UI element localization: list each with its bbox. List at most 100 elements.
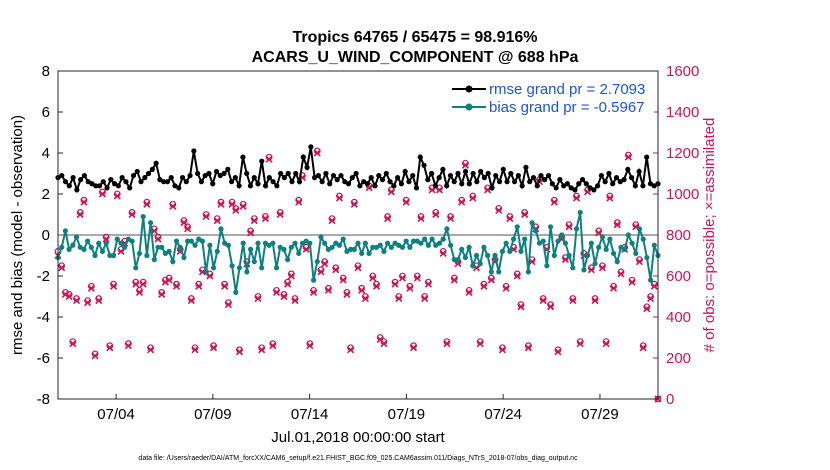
obs-assimilated-stroke bbox=[306, 342, 314, 350]
series-point-rmse bbox=[187, 172, 193, 179]
obs-assimilated-stroke bbox=[372, 282, 381, 290]
y-right-tick-label: 400 bbox=[666, 309, 691, 326]
obs-assimilated-marker bbox=[113, 192, 121, 200]
obs-assimilated-stroke bbox=[154, 235, 162, 243]
obs-assimilated-stroke bbox=[469, 194, 477, 202]
series-point-rmse bbox=[444, 183, 450, 189]
series-point-bias bbox=[210, 265, 217, 271]
obs-assimilated-stroke bbox=[321, 260, 329, 268]
series-point-bias bbox=[636, 226, 643, 232]
y-right-tick-label: 1200 bbox=[666, 145, 699, 162]
x-tick-label: 07/29 bbox=[581, 406, 619, 423]
series-point-rmse bbox=[62, 179, 69, 185]
obs-assimilated-stroke bbox=[72, 297, 81, 305]
obs-assimilated-marker bbox=[550, 198, 558, 206]
series-point-bias bbox=[288, 244, 294, 250]
obs-assimilated-marker bbox=[443, 340, 451, 348]
series-point-rmse bbox=[96, 183, 103, 189]
series-point-rmse bbox=[74, 187, 80, 193]
obs-assimilated-marker bbox=[124, 342, 132, 350]
obs-assimilated-stroke bbox=[495, 206, 503, 214]
obs-assimilated-stroke bbox=[332, 266, 340, 274]
series-point-rmse bbox=[78, 177, 84, 183]
series-point-rmse bbox=[508, 170, 514, 177]
obs-assimilated-marker bbox=[450, 276, 458, 284]
series-point-bias bbox=[314, 259, 320, 265]
series-point-rmse bbox=[228, 179, 235, 185]
series-point-rmse bbox=[274, 183, 280, 189]
obs-assimilated-marker bbox=[161, 278, 169, 286]
series-point-rmse bbox=[530, 175, 537, 181]
obs-assimilated-stroke bbox=[261, 215, 269, 223]
obs-assimilated-marker bbox=[250, 217, 258, 225]
obs-assimilated-stroke bbox=[258, 346, 266, 354]
obs-assimilated-marker bbox=[539, 297, 547, 305]
obs-assimilated-marker bbox=[502, 284, 510, 292]
obs-assimilated-stroke bbox=[639, 344, 647, 352]
obs-assimilated-stroke bbox=[454, 260, 462, 268]
obs-assimilated-marker bbox=[154, 235, 162, 243]
series-point-bias bbox=[388, 244, 394, 250]
series-point-rmse bbox=[391, 183, 397, 189]
obs-assimilated-stroke bbox=[421, 294, 429, 303]
obs-assimilated-marker bbox=[221, 282, 229, 290]
series-point-bias bbox=[547, 224, 554, 230]
series-point-bias bbox=[103, 240, 109, 246]
series-point-bias bbox=[607, 236, 613, 242]
series-point-rmse bbox=[421, 162, 427, 168]
obs-assimilated-marker bbox=[595, 229, 603, 237]
obs-assimilated-stroke bbox=[458, 198, 466, 206]
series-point-rmse bbox=[606, 170, 612, 177]
series-point-bias bbox=[585, 252, 591, 259]
obs-assimilated-marker bbox=[284, 280, 292, 288]
obs-assimilated-stroke bbox=[272, 288, 281, 296]
obs-assimilated-stroke bbox=[187, 297, 195, 305]
obs-assimilated-marker bbox=[461, 161, 469, 169]
series-point-bias bbox=[370, 244, 376, 250]
obs-assimilated-marker bbox=[413, 274, 421, 282]
series-point-bias bbox=[359, 250, 365, 257]
obs-assimilated-stroke bbox=[476, 340, 484, 348]
series-point-rmse bbox=[81, 172, 88, 179]
obs-assimilated-stroke bbox=[287, 272, 295, 280]
tick-labels: -8 -6 -4 -2 0 2 4 6 8 0 200 400 600 800 1000 1200 1400 16… bbox=[37, 63, 700, 423]
series-point-bias bbox=[310, 277, 317, 283]
series-point-rmse bbox=[296, 179, 303, 185]
plot-frame bbox=[57, 70, 659, 400]
obs-assimilated-stroke bbox=[172, 282, 181, 290]
legend-box bbox=[450, 76, 654, 118]
obs-assimilated-stroke bbox=[206, 272, 214, 280]
obs-assimilated-stroke bbox=[302, 245, 310, 253]
series-point-bias bbox=[192, 242, 198, 248]
series-point-rmse bbox=[270, 179, 276, 185]
obs-assimilated-stroke bbox=[602, 340, 610, 348]
obs-assimilated-stroke bbox=[91, 352, 99, 360]
obs-assimilated-stroke bbox=[184, 225, 192, 233]
series-point-rmse bbox=[357, 183, 363, 189]
series-point-bias bbox=[496, 269, 502, 275]
series-point-rmse bbox=[542, 177, 548, 183]
x-tick-label: 07/19 bbox=[388, 406, 426, 423]
series-point-bias bbox=[559, 232, 565, 238]
series-point-bias bbox=[566, 252, 572, 259]
series-point-rmse bbox=[610, 181, 616, 187]
obs-assimilated-stroke bbox=[413, 274, 421, 282]
obs-assimilated-marker bbox=[395, 294, 403, 303]
obs-assimilated-marker bbox=[417, 215, 425, 223]
series-point-rmse bbox=[304, 164, 310, 170]
obs-assimilated-stroke bbox=[147, 346, 155, 354]
series-point-bias bbox=[503, 240, 509, 246]
obs-assimilated-marker bbox=[572, 194, 581, 202]
obs-assimilated-marker bbox=[291, 297, 299, 305]
series-point-rmse bbox=[613, 175, 620, 181]
series-point-rmse bbox=[451, 179, 457, 185]
obs-assimilated-stroke bbox=[406, 284, 414, 292]
obs-assimilated-marker bbox=[398, 274, 407, 282]
obs-assimilated-marker bbox=[87, 284, 95, 292]
obs-assimilated-marker bbox=[454, 260, 462, 268]
obs-assimilated-marker bbox=[643, 305, 651, 313]
series-point-bias bbox=[518, 248, 524, 254]
obs-assimilated-marker bbox=[439, 249, 447, 258]
series-point-bias bbox=[544, 263, 550, 269]
y-axis-left-label: rmse and bias (model - observation) bbox=[9, 115, 26, 355]
